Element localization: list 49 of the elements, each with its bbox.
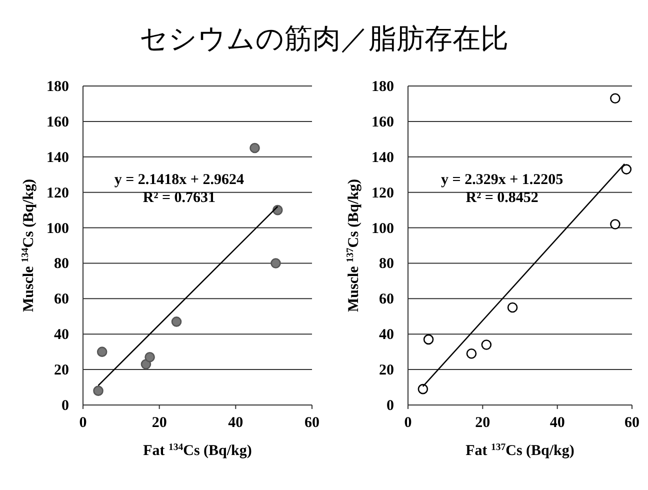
y-tick-label: 140 [372, 150, 394, 166]
x-axis-title: Fat $^{134}$Cs (Bq/kg) [143, 442, 252, 459]
y-tick-label: 100 [372, 220, 394, 237]
y-tick-label: 120 [46, 185, 69, 202]
x-tick-label: 0 [404, 415, 412, 431]
y-tick-label: 80 [54, 256, 69, 272]
point [481, 340, 492, 350]
annotation: R² = 0.7631 [142, 190, 216, 206]
y-tick-label: 40 [379, 327, 394, 344]
point [270, 258, 281, 268]
point [621, 164, 632, 174]
y-tick-label: 180 [46, 79, 69, 95]
point [466, 348, 477, 359]
x-tick-label: 60 [624, 415, 640, 431]
y-tick-label: 40 [54, 327, 69, 344]
point [93, 386, 104, 396]
point [250, 142, 260, 154]
point [171, 316, 182, 327]
y-tick-label: 80 [379, 256, 394, 272]
x-tick-label: 40 [550, 415, 565, 431]
y-tick-label: 160 [372, 114, 394, 130]
point [507, 302, 518, 313]
x-tick-label: 0 [79, 415, 87, 431]
y-tick-label: 160 [46, 114, 69, 130]
y-tick-label: 20 [379, 362, 394, 379]
y-tick-label: 140 [46, 150, 69, 166]
x-tick-label: 40 [228, 415, 244, 431]
y-tick-label: 180 [372, 79, 394, 95]
chart-title: セシウムの筋肉／脂肪存在比 [140, 22, 508, 55]
x-tick-label: 20 [475, 415, 490, 431]
annotation: y = 2.329x + 1.2205 [441, 172, 564, 188]
point [96, 346, 108, 357]
x-axis-title: Fat $^{137}$Cs (Bq/kg) [466, 442, 574, 459]
y-tick-label: 60 [379, 292, 394, 308]
point [423, 334, 434, 345]
y-tick-label: 120 [372, 185, 394, 202]
point [144, 352, 155, 362]
x-tick-label: 20 [152, 415, 167, 431]
annotation: R² = 0.8452 [466, 190, 538, 206]
point [610, 219, 620, 230]
y-tick-label: 100 [46, 220, 69, 237]
point [418, 384, 428, 394]
y-tick-label: 0 [386, 398, 394, 414]
x-tick-label: 60 [304, 415, 320, 431]
y-tick-label: 20 [54, 362, 69, 379]
point [610, 93, 620, 104]
y-tick-label: 60 [54, 292, 69, 308]
y-tick-label: 0 [62, 398, 69, 414]
annotation: y = 2.1418x + 2.9624 [114, 172, 244, 188]
